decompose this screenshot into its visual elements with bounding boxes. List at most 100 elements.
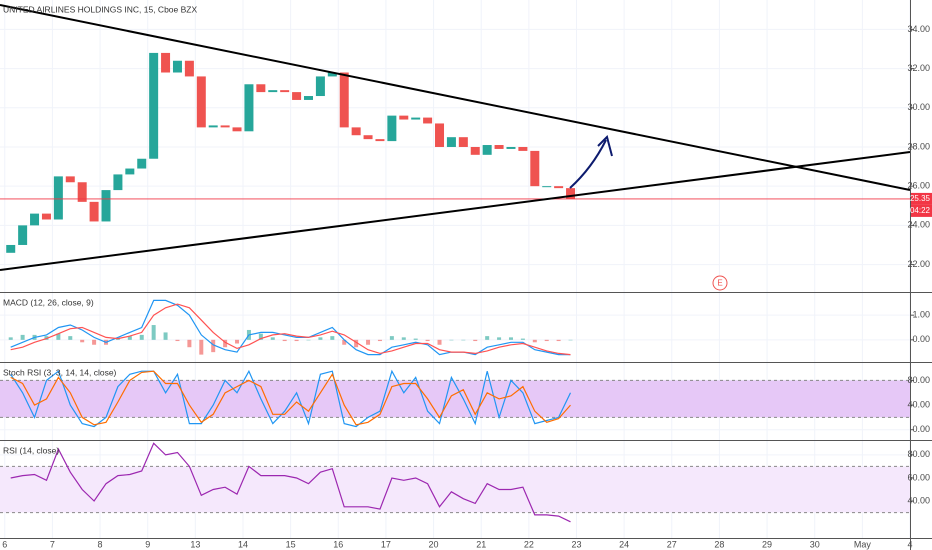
x-tick-label: 17 [381, 539, 391, 549]
candle [268, 90, 278, 93]
histogram-bar [413, 338, 418, 340]
candle [30, 213, 40, 226]
candle [351, 127, 361, 136]
histogram-bar [223, 339, 228, 348]
trendline-upper [0, 4, 911, 191]
y-tick-label: 0.00 [912, 334, 930, 344]
x-tick-label: 14 [238, 539, 248, 549]
candle [53, 176, 63, 220]
candle [280, 90, 290, 93]
y-tick-label: 80.00 [907, 375, 930, 385]
x-tick-label: 15 [286, 539, 296, 549]
candle [256, 84, 266, 93]
candle [137, 158, 147, 169]
histogram-bar [270, 337, 275, 340]
histogram-bar [175, 339, 180, 342]
histogram-bar [377, 339, 382, 342]
candle [18, 225, 28, 245]
pane-title: MACD (12, 26, close, 9) [3, 297, 94, 307]
mark-layer [0, 52, 910, 523]
histogram-bar [306, 339, 311, 341]
earnings-marker: E [717, 279, 722, 288]
histogram-bar [342, 339, 347, 345]
candle [435, 123, 445, 147]
candle [446, 137, 456, 147]
series-line [10, 369, 572, 428]
candle [554, 186, 564, 189]
x-tick-label: 8 [98, 539, 103, 549]
y-tick-label: 40.00 [907, 399, 930, 409]
x-tick-label: 30 [810, 539, 820, 549]
last-price-label: 25.35 [910, 194, 931, 203]
y-tick-label: 26.00 [907, 181, 930, 191]
candle [423, 117, 433, 124]
candle [339, 72, 349, 128]
histogram-bar [235, 339, 240, 344]
candle [89, 201, 99, 222]
histogram-bar [508, 337, 513, 340]
earnings-marker-circle [712, 275, 728, 291]
x-tick-label: 29 [762, 539, 772, 549]
series-line [10, 370, 571, 426]
histogram-bar [568, 339, 573, 341]
candle [41, 213, 51, 220]
x-tick-label: May [854, 539, 872, 549]
candle [566, 188, 576, 199]
candle [208, 125, 218, 128]
candle [530, 150, 540, 187]
pane-title: RSI (14, close) [3, 445, 59, 455]
histogram-bar [294, 339, 299, 342]
x-tick-label: 27 [667, 539, 677, 549]
x-tick-label: 20 [429, 539, 439, 549]
candle [494, 145, 504, 149]
label-layer: 6 7 8 9 13 14 15 16 17 20 21 22 23 24 27 28 29 30 May 4 UNIT… [2, 4, 932, 549]
candle [518, 146, 528, 151]
pane-title: UNITED AIRLINES HOLDINGS INC, 15, Cboe B… [3, 4, 197, 14]
histogram-bar [258, 333, 263, 340]
y-tick-label: 40.00 [907, 495, 930, 505]
candle [411, 117, 421, 120]
candle [315, 76, 325, 97]
histogram-bar [437, 339, 442, 345]
candle [172, 60, 182, 73]
candle [470, 146, 480, 155]
candle [113, 174, 123, 191]
candle [184, 60, 194, 77]
histogram-bar [282, 339, 287, 342]
arrow [569, 139, 607, 189]
histogram-bar [389, 336, 394, 340]
last-price-box [911, 192, 932, 205]
candle [125, 168, 135, 175]
candle [6, 244, 16, 253]
y-tick-label: 80.00 [907, 449, 930, 459]
x-tick-label: 7 [50, 539, 55, 549]
candle [458, 137, 468, 147]
histogram-bar [56, 333, 61, 340]
candle [327, 72, 337, 77]
histogram-bar [115, 338, 120, 340]
histogram-bar [449, 339, 454, 341]
band [0, 466, 910, 513]
y-tick-label: 32.00 [907, 63, 930, 73]
histogram-bar [211, 339, 216, 353]
histogram-bar [199, 339, 204, 355]
histogram-bar [20, 334, 25, 340]
histogram-bar [330, 336, 335, 340]
candle [482, 145, 492, 155]
band [0, 380, 910, 418]
candle [232, 127, 242, 132]
countdown-box [911, 204, 932, 217]
histogram-bar [485, 336, 490, 340]
series-line [10, 442, 571, 523]
histogram-bar [461, 339, 466, 341]
y-tick-label: 60.00 [907, 472, 930, 482]
y-tick-label: 28.00 [907, 141, 930, 151]
histogram-bar [425, 339, 430, 342]
countdown-label: 04:22 [910, 206, 931, 215]
candle [399, 115, 409, 120]
y-tick-label: 24.00 [907, 220, 930, 230]
histogram-bar [139, 334, 144, 340]
candle [375, 139, 385, 142]
